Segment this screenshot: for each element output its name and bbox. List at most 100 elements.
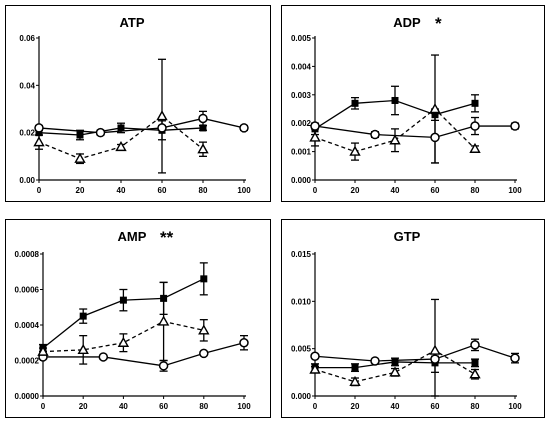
square-marker: [117, 124, 125, 132]
circle-marker: [430, 132, 440, 143]
triangle-series-line: [38, 115, 204, 160]
circle-marker: [310, 351, 320, 361]
circle-marker: [98, 352, 109, 362]
square-marker: [119, 296, 127, 304]
x-tick-label: 40: [117, 186, 126, 195]
y-tick-label: 0.0002: [15, 357, 40, 366]
square-marker: [351, 99, 359, 107]
circle-marker: [198, 113, 208, 124]
circle-marker: [370, 356, 380, 366]
square-marker: [351, 364, 359, 372]
triangle-marker: [197, 143, 209, 154]
y-tick-label: 0.06: [19, 34, 35, 43]
square-marker: [79, 312, 87, 320]
triangle-marker: [157, 315, 170, 326]
triangle-marker: [74, 152, 86, 163]
triangle-marker: [349, 375, 361, 387]
triangle-series-line: [42, 320, 204, 353]
x-tick-label: 80: [471, 186, 480, 195]
x-tick-label: 100: [237, 186, 251, 195]
y-tick-label: 0.0008: [15, 250, 40, 259]
square-marker: [160, 294, 168, 302]
circle-series-line: [43, 342, 245, 367]
y-tick-label: 0.000: [291, 176, 312, 185]
square-marker: [431, 111, 439, 119]
significance-annotation: **: [160, 228, 174, 247]
triangle-marker: [198, 324, 210, 335]
y-tick-label: 0.0000: [15, 392, 40, 401]
circle-marker: [34, 123, 44, 133]
x-tick-label: 20: [351, 186, 360, 195]
triangle-marker: [429, 103, 441, 114]
chart-title: GTP: [394, 229, 421, 244]
y-tick-label: 0.002: [291, 119, 312, 128]
square-marker: [471, 99, 479, 107]
circle-marker: [157, 123, 167, 133]
y-tick-label: 0.0006: [15, 286, 40, 295]
amp-plot: AMP ** 0.0000 0.0002 0.0004 0.0006 0.0008 0 20 40…: [15, 228, 252, 411]
x-tick-label: 20: [351, 402, 360, 411]
chart-title: ADP: [393, 15, 421, 30]
triangle-marker: [37, 345, 49, 356]
square-marker: [76, 131, 84, 139]
adp-panel: ADP * 0.000 0.001 0.002 0.003 0.004 0.005 0 20 40 6…: [281, 5, 545, 202]
circle-marker: [158, 361, 169, 371]
y-tick-label: 0.005: [291, 345, 312, 354]
y-tick-label: 0.004: [291, 62, 312, 71]
square-marker: [471, 359, 479, 367]
chart-title: ATP: [119, 15, 144, 30]
triangle-marker: [349, 145, 361, 156]
triangle-marker: [389, 366, 401, 377]
x-tick-label: 20: [76, 186, 85, 195]
x-tick-label: 20: [79, 402, 88, 411]
y-tick-label: 0.003: [291, 91, 312, 100]
x-tick-label: 40: [119, 402, 128, 411]
triangle-marker: [117, 336, 130, 347]
atp-panel: ATP 0.00 0.02 0.04 0.06 0 20 40 60 80 100: [5, 5, 271, 202]
triangle-marker: [309, 131, 321, 142]
atp-plot: ATP 0.00 0.02 0.04 0.06 0 20 40 60 80 100: [19, 15, 251, 195]
triangle-marker: [309, 363, 321, 374]
circle-series-line: [314, 125, 515, 139]
x-tick-label: 40: [391, 186, 400, 195]
square-marker: [200, 275, 208, 283]
y-tick-label: 0.001: [291, 148, 312, 157]
y-tick-label: 0.02: [19, 129, 35, 138]
y-tick-label: 0.005: [291, 34, 312, 43]
square-marker: [199, 124, 207, 132]
triangle-marker: [389, 134, 401, 145]
triangle-marker: [469, 142, 481, 153]
x-tick-label: 40: [391, 402, 400, 411]
y-tick-label: 0.000: [291, 392, 312, 401]
y-tick-label: 0.015: [291, 250, 312, 259]
significance-annotation: *: [435, 14, 442, 33]
y-tick-label: 0.04: [19, 81, 35, 90]
y-tick-label: 0.0004: [15, 321, 40, 330]
square-marker: [391, 96, 399, 104]
x-tick-label: 80: [199, 186, 208, 195]
x-tick-label: 0: [41, 402, 46, 411]
circle-marker: [510, 353, 520, 363]
amp-panel: AMP ** 0.0000 0.0002 0.0004 0.0006 0.0008 0 20 40…: [5, 219, 271, 418]
circle-marker: [239, 123, 249, 133]
y-tick-label: 0.00: [19, 176, 35, 185]
triangle-marker: [77, 343, 89, 355]
circle-marker: [370, 129, 380, 140]
circle-series-line: [314, 344, 516, 362]
gtp-panel: GTP 0.000 0.005 0.010 0.015 0 20 40 60 80 100: [281, 219, 545, 418]
x-tick-label: 80: [199, 402, 208, 411]
gtp-plot: GTP 0.000 0.005 0.010 0.015 0 20 40 60 80 100: [291, 229, 522, 411]
adp-plot: ADP * 0.000 0.001 0.002 0.003 0.004 0.005 0 20 40 6…: [291, 14, 522, 195]
x-tick-label: 100: [508, 186, 522, 195]
x-tick-label: 100: [508, 402, 522, 411]
circle-marker: [470, 340, 480, 350]
triangle-marker: [115, 140, 127, 152]
square-marker: [391, 358, 399, 366]
circle-marker: [510, 121, 520, 131]
x-tick-label: 60: [431, 402, 440, 411]
triangle-marker: [33, 136, 45, 147]
triangle-marker: [429, 344, 441, 355]
circle-marker: [430, 354, 440, 364]
x-tick-label: 100: [237, 402, 251, 411]
x-tick-label: 80: [471, 402, 480, 411]
